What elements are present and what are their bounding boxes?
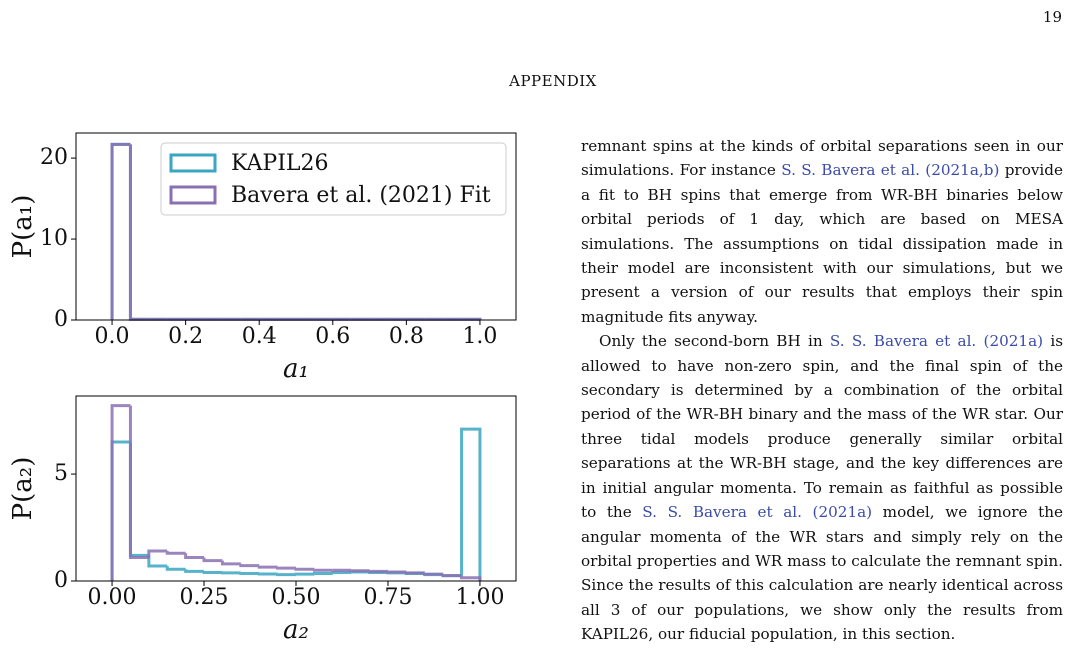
histogram-step — [202, 570, 223, 574]
text-run: Only the second-born BH in — [599, 332, 830, 351]
y-axis-label: P(a₁) — [8, 195, 38, 259]
x-tick-label: 0.25 — [180, 585, 229, 610]
paragraph: remnant spins at the kinds of orbital se… — [581, 134, 1063, 329]
y-tick-label: 20 — [40, 145, 68, 170]
y-axis-label: P(a₂) — [8, 457, 38, 521]
x-tick-label: 0.50 — [272, 585, 321, 610]
citation[interactable]: S. S. Bavera et al. (2021a) — [829, 332, 1044, 351]
histogram-step — [257, 565, 278, 569]
histogram-step — [441, 574, 462, 578]
histogram-step — [276, 566, 296, 570]
x-tick-label: 0.0 — [95, 324, 130, 349]
figure: 0.0 0.2 0.4 0.6 0.8 1.001020a₁P(a₁)KAPIL26Bav… — [8, 132, 517, 645]
x-tick-label: 0.2 — [168, 324, 203, 349]
axes-frame — [75, 132, 517, 321]
histogram-step — [110, 440, 131, 581]
x-tick-label: 1.00 — [455, 585, 504, 610]
x-axis-label: a₂ — [283, 615, 309, 645]
histogram-step — [165, 566, 186, 571]
histogram-step — [368, 569, 388, 573]
x-axis-label: a₁ — [283, 354, 309, 384]
histogram-step — [276, 573, 296, 577]
legend-label: Bavera et al. (2021) Fit — [231, 183, 491, 208]
citation[interactable]: (2021a,b) — [925, 161, 1000, 180]
histogram-step — [165, 551, 186, 555]
y-tick-label: 0 — [54, 307, 68, 332]
legend-swatch — [169, 185, 217, 205]
histogram-step — [128, 144, 149, 321]
histogram-step — [128, 441, 149, 557]
legend-label: KAPIL26 — [231, 151, 329, 176]
histogram-step — [239, 572, 260, 576]
y-tick-label: 0 — [54, 568, 68, 593]
x-tick-label: 0.75 — [363, 585, 412, 610]
histogram-step — [239, 563, 260, 568]
legend-box — [160, 142, 507, 216]
text-run: provide a fit to BH spins that emerge fr… — [581, 161, 1063, 326]
histogram-step — [147, 549, 168, 558]
histogram-step — [110, 142, 131, 320]
body-text: remnant spins at the kinds of orbital se… — [581, 134, 1063, 647]
histogram-step — [128, 405, 149, 559]
y-tick-label: 10 — [40, 226, 68, 251]
histogram-step — [423, 572, 444, 576]
histogram-step — [331, 570, 352, 574]
legend-swatch — [169, 153, 217, 173]
running-header: APPENDIX — [509, 72, 597, 90]
histogram-step — [184, 569, 205, 573]
citation[interactable]: S. S. Bavera et al. (2021a) — [642, 503, 873, 522]
x-tick-label: 0.8 — [389, 324, 424, 349]
histogram-step — [220, 560, 241, 566]
text-run: remnant spins at the kinds of orbital se… — [581, 137, 1063, 180]
x-tick-label: 1.0 — [462, 324, 497, 349]
paragraph: Only the second-born BH in S. S. Bavera … — [581, 329, 1063, 646]
histogram-step — [386, 570, 407, 574]
histogram-step — [184, 553, 205, 559]
y-tick-label: 5 — [54, 461, 68, 486]
histogram-step — [312, 568, 333, 572]
histogram-series — [110, 404, 482, 581]
citation[interactable]: S. S. Bavera et al. — [781, 161, 920, 180]
axes-frame — [75, 395, 517, 582]
x-tick-label: 0.6 — [315, 324, 350, 349]
histogram-step — [312, 572, 333, 576]
histogram-step — [460, 575, 482, 581]
x-tick-label: 0.00 — [88, 585, 137, 610]
histogram-step — [110, 142, 131, 320]
histogram-step — [110, 404, 131, 581]
histogram-step — [460, 427, 482, 581]
histogram-step — [202, 557, 223, 563]
histogram-step — [294, 567, 315, 571]
text-run: is allowed to have non-zero spin, and th… — [581, 332, 1063, 522]
histogram-step — [404, 571, 425, 575]
page-number: 19 — [1042, 8, 1062, 26]
x-tick-label: 0.4 — [242, 324, 277, 349]
text-run: model, we ignore the angular momenta of … — [581, 503, 1063, 644]
histogram-series — [110, 427, 482, 581]
histogram-step — [128, 144, 149, 321]
histogram-step — [147, 555, 168, 568]
